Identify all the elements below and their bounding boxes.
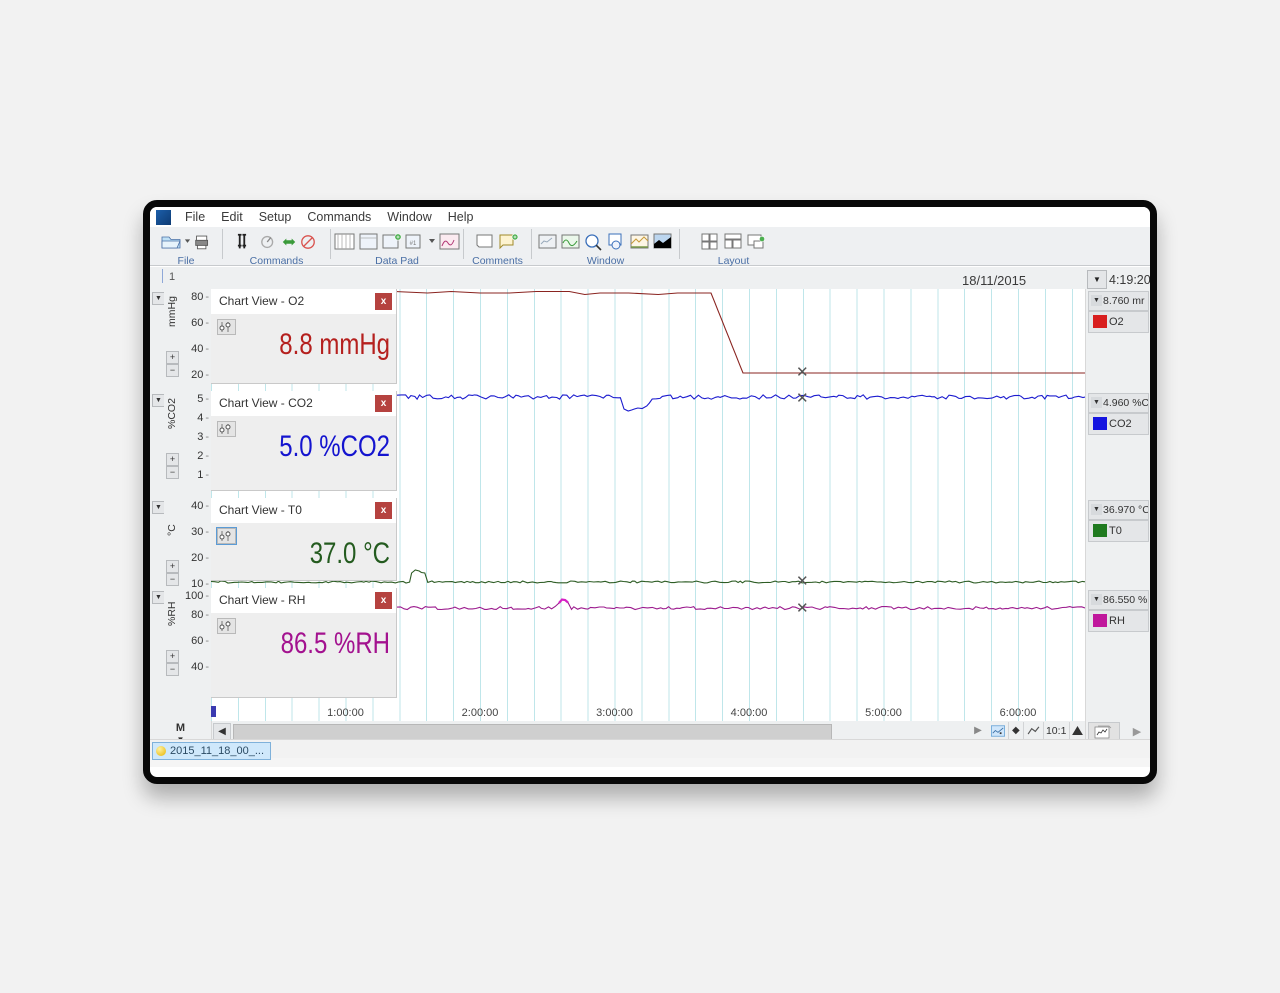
svg-text:#1: #1 (409, 241, 416, 247)
svg-text:✕: ✕ (796, 391, 809, 407)
svg-text:✕: ✕ (796, 364, 809, 381)
svg-text:✕: ✕ (796, 600, 809, 617)
svg-text:✕: ✕ (796, 573, 809, 588)
